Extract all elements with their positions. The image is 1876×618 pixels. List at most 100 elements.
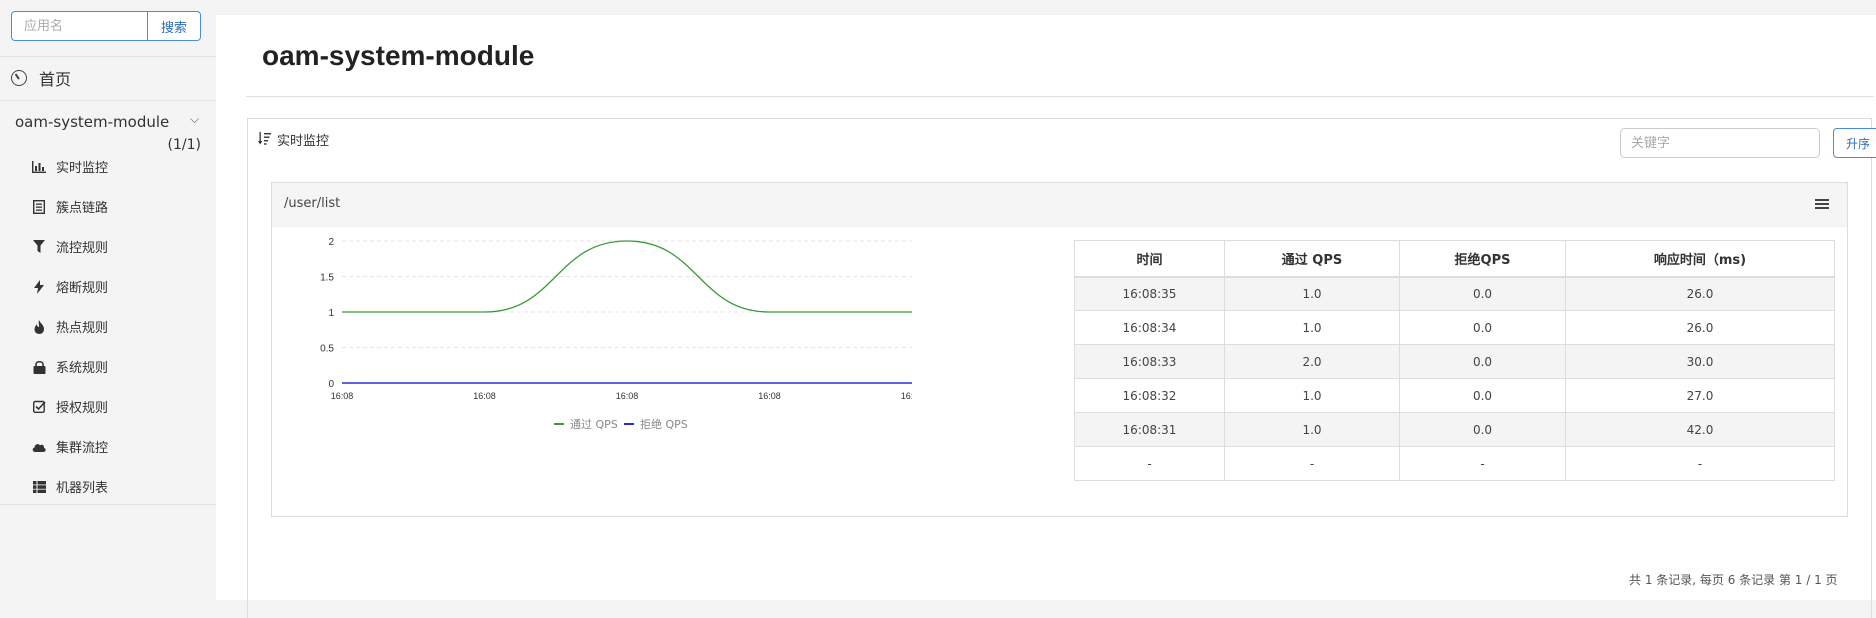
th-list-icon — [32, 480, 46, 494]
monitor-panel: 实时监控 升序 /user/list 0 0.5 1 1.5 2 16:08 16:08 16… — [247, 118, 1876, 618]
home-label: 首页 — [39, 70, 72, 89]
sidebar-item-flow-rules[interactable]: 流控规则 — [32, 237, 108, 256]
sidebar-item-cluster-flow[interactable]: 集群流控 — [32, 437, 108, 456]
divider — [0, 504, 216, 505]
sidebar-item-label: 熔断规则 — [56, 281, 109, 296]
x-tick-label: 16:08 — [331, 391, 354, 401]
table-cell: 0.0 — [1399, 276, 1566, 311]
chevron-down-icon[interactable]: ⌵ — [190, 112, 200, 126]
table-cell: - — [1224, 446, 1400, 481]
app-instance-count: (1/1) — [167, 137, 201, 153]
x-tick-label: 16:08 — [758, 391, 781, 401]
y-tick-label: 0.5 — [320, 344, 334, 355]
x-tick-label: 16:08 — [616, 391, 639, 401]
bar-chart-icon — [32, 160, 46, 174]
table-cell: 16:08:35 — [1074, 276, 1225, 311]
table-cell: 1.0 — [1224, 276, 1400, 311]
list-menu-icon[interactable] — [1815, 199, 1829, 211]
divider — [0, 56, 216, 57]
table-cell: - — [1565, 446, 1835, 481]
resource-card: /user/list 0 0.5 1 1.5 2 16:08 16:08 16:08 16:08… — [271, 182, 1848, 517]
table-cell: 0.0 — [1399, 378, 1566, 413]
app-search-input[interactable] — [11, 11, 148, 41]
table-cell: 1.0 — [1224, 412, 1400, 447]
y-tick-label: 2 — [328, 237, 334, 248]
x-tick-label: 16:08 — [473, 391, 496, 401]
app-search: 搜索 — [11, 11, 201, 41]
sidebar-item-label: 流控规则 — [56, 241, 109, 256]
flash-icon — [32, 279, 46, 294]
table-cell: 26.0 — [1565, 276, 1835, 311]
table-header-row: 时间 通过 QPS 拒绝QPS 响应时间（ms) — [1074, 240, 1835, 278]
x-tick-label: 16:08 — [901, 391, 912, 401]
table-row: 16:08:33 2.0 0.0 30.0 — [1074, 344, 1835, 379]
sidebar-item-label: 系统规则 — [56, 361, 109, 376]
table-cell: 16:08:34 — [1074, 310, 1225, 345]
sidebar-item-hotspot-rules[interactable]: 热点规则 — [32, 317, 108, 336]
main-content: oam-system-module 实时监控 升序 /user/list 0 0.… — [216, 15, 1876, 618]
legend-label: 通过 QPS — [570, 418, 618, 431]
sidebar: 搜索 首页 oam-system-module ⌵ (1/1) 实时监控 簇点链… — [0, 0, 216, 600]
panel-header: 实时监控 — [258, 130, 329, 149]
column-header: 拒绝QPS — [1399, 240, 1566, 278]
resource-name: /user/list — [284, 196, 341, 211]
check-icon — [32, 400, 46, 414]
column-header: 响应时间（ms) — [1565, 240, 1835, 278]
table-cell: 16:08:32 — [1074, 378, 1225, 413]
table-cell: 30.0 — [1565, 344, 1835, 379]
sort-icon — [258, 131, 271, 148]
divider — [0, 100, 216, 101]
sidebar-item-realtime-monitor[interactable]: 实时监控 — [32, 157, 108, 176]
column-header: 时间 — [1074, 240, 1225, 278]
sidebar-item-label: 授权规则 — [56, 401, 109, 416]
table-cell: 1.0 — [1224, 378, 1400, 413]
table-cell: 0.0 — [1399, 310, 1566, 345]
legend-label: 拒绝 QPS — [640, 417, 688, 431]
table-cell: 2.0 — [1224, 344, 1400, 379]
table-cell: 26.0 — [1565, 310, 1835, 345]
sidebar-item-authority-rules[interactable]: 授权规则 — [32, 397, 108, 416]
table-cell: 16:08:31 — [1074, 412, 1225, 447]
list-alt-icon — [32, 199, 46, 214]
sidebar-item-cluster-point-link[interactable]: 簇点链路 — [32, 197, 108, 216]
filter-icon — [32, 240, 46, 254]
qps-table: 时间 通过 QPS 拒绝QPS 响应时间（ms) 16:08:35 1.0 0.… — [1074, 240, 1835, 481]
card-header: /user/list — [272, 183, 1847, 227]
y-tick-label: 0 — [328, 379, 334, 390]
table-row: - - - - — [1074, 446, 1835, 481]
y-tick-label: 1 — [328, 308, 334, 319]
top-bar — [216, 0, 1876, 15]
table-cell: 42.0 — [1565, 412, 1835, 447]
sidebar-item-label: 机器列表 — [56, 481, 109, 496]
dashboard-icon — [11, 70, 27, 86]
y-tick-label: 1.5 — [320, 273, 334, 284]
home-link[interactable]: 首页 — [11, 66, 71, 90]
table-cell: 0.0 — [1399, 412, 1566, 447]
table-cell: - — [1399, 446, 1566, 481]
table-cell: - — [1074, 446, 1225, 481]
table-cell: 27.0 — [1565, 378, 1835, 413]
cloud-icon — [32, 440, 46, 454]
pagination-info: 共 1 条记录, 每页 6 条记录 第 1 / 1 页 — [1629, 573, 1838, 587]
sidebar-item-machine-list[interactable]: 机器列表 — [32, 477, 108, 496]
search-button[interactable]: 搜索 — [148, 11, 201, 41]
sidebar-item-label: 实时监控 — [56, 161, 109, 176]
column-header: 通过 QPS — [1224, 240, 1400, 278]
keyword-search-input[interactable] — [1620, 128, 1820, 158]
sidebar-item-degrade-rules[interactable]: 熔断规则 — [32, 277, 108, 296]
table-cell: 1.0 — [1224, 310, 1400, 345]
table-row: 16:08:34 1.0 0.0 26.0 — [1074, 310, 1835, 345]
page-title: oam-system-module — [262, 40, 535, 71]
series-line-pass-qps — [341, 240, 912, 313]
table-row: 16:08:31 1.0 0.0 42.0 — [1074, 412, 1835, 447]
sort-ascending-button[interactable]: 升序 — [1833, 128, 1876, 158]
table-row: 16:08:35 1.0 0.0 26.0 — [1074, 276, 1835, 311]
table-cell: 16:08:33 — [1074, 344, 1225, 379]
sidebar-item-label: 集群流控 — [56, 441, 109, 456]
sidebar-item-system-rules[interactable]: 系统规则 — [32, 357, 108, 376]
qps-line-chart: 0 0.5 1 1.5 2 16:08 16:08 16:08 16:08 16:08 通过 QPS… — [320, 237, 912, 431]
sidebar-item-label: 热点规则 — [56, 321, 109, 336]
sidebar-item-label: 簇点链路 — [56, 201, 109, 216]
table-cell: 0.0 — [1399, 344, 1566, 379]
app-name[interactable]: oam-system-module — [15, 113, 170, 131]
